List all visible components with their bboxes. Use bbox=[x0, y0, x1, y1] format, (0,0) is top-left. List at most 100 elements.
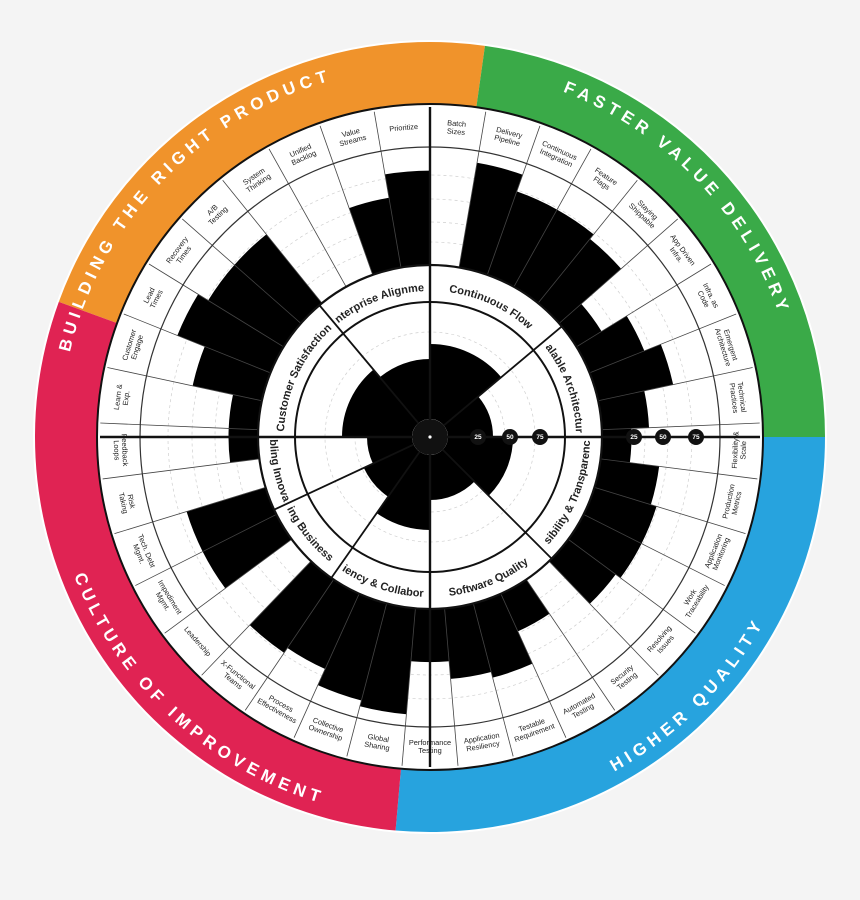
outer-label: GlobalSharing bbox=[364, 731, 392, 752]
outer-bar bbox=[538, 238, 622, 324]
outer-spoke bbox=[444, 608, 459, 766]
outer-label: RiskTaking bbox=[117, 490, 138, 515]
outer-bar bbox=[359, 603, 416, 715]
outer-spoke bbox=[558, 218, 678, 324]
outer-bar bbox=[444, 603, 492, 679]
outer-bar bbox=[500, 579, 550, 632]
outer-bar bbox=[228, 394, 262, 430]
outer-spoke bbox=[346, 603, 388, 757]
outer-spoke bbox=[568, 538, 696, 634]
outer-spoke bbox=[589, 313, 737, 374]
outer-spoke bbox=[500, 593, 567, 738]
outer-spoke bbox=[135, 514, 277, 586]
outer-bar bbox=[208, 264, 301, 347]
quadrant-band-building bbox=[58, 41, 485, 324]
middle-bar bbox=[442, 437, 513, 496]
outer-bar bbox=[513, 209, 594, 304]
outer-spoke bbox=[401, 608, 416, 766]
outer-spoke bbox=[293, 593, 360, 738]
outer-label: TechnicalPractices bbox=[728, 381, 749, 414]
quadrant-band-faster bbox=[476, 45, 825, 437]
outer-bar bbox=[487, 191, 558, 287]
middle-bar bbox=[430, 344, 502, 426]
outer-spoke bbox=[537, 179, 638, 304]
middle-bar bbox=[363, 444, 420, 497]
middle-bar bbox=[376, 451, 430, 530]
outer-spoke bbox=[458, 111, 487, 268]
outer-spoke bbox=[182, 218, 302, 324]
scale-tick-badge bbox=[502, 429, 518, 445]
outer-bar bbox=[177, 294, 284, 373]
middle-spoke bbox=[273, 443, 415, 511]
middle-bar bbox=[430, 449, 475, 500]
outer-spoke bbox=[525, 579, 616, 711]
outer-label: FeedbackLoops bbox=[112, 434, 131, 467]
outer-spoke bbox=[222, 179, 323, 304]
middle-bar bbox=[379, 359, 430, 424]
wheel-center: 25 50 75 25 50 75 bbox=[100, 107, 760, 767]
middle-spoke bbox=[442, 449, 553, 560]
middle-bar bbox=[443, 396, 493, 437]
outer-spoke bbox=[598, 367, 753, 402]
outer-bar bbox=[594, 458, 660, 505]
scale-tick-badge bbox=[470, 429, 486, 445]
outer-bar bbox=[234, 234, 322, 324]
middle-spoke bbox=[318, 304, 420, 424]
outer-bar bbox=[473, 593, 533, 678]
quadrant-band-quality bbox=[395, 437, 825, 832]
scale-tick-label: 75 bbox=[536, 434, 544, 441]
outer-spoke bbox=[268, 148, 347, 288]
middle-spoke bbox=[443, 325, 563, 427]
outer-spoke bbox=[583, 514, 725, 586]
outer-bar bbox=[384, 170, 430, 268]
outer-spoke bbox=[472, 603, 514, 757]
outer-spoke bbox=[601, 422, 760, 431]
outer-spoke bbox=[201, 560, 312, 676]
outer-bar bbox=[186, 487, 277, 552]
outer-spoke bbox=[486, 125, 541, 275]
center-dot bbox=[428, 435, 432, 439]
outer-bar bbox=[287, 579, 360, 669]
outer-bar bbox=[202, 514, 292, 589]
scale-tick-badge bbox=[655, 429, 671, 445]
outer-label: Learn &Exp. bbox=[112, 384, 132, 412]
outer-spoke bbox=[319, 125, 374, 275]
outer-label: Prioritize bbox=[389, 122, 418, 133]
outer-spoke bbox=[244, 579, 335, 711]
outer-spoke bbox=[373, 111, 402, 268]
middle-bar bbox=[367, 437, 414, 464]
outer-bar bbox=[589, 344, 674, 401]
scale-tick-badge bbox=[626, 429, 642, 445]
outer-bar bbox=[317, 593, 387, 701]
scale-tick-badge bbox=[688, 429, 704, 445]
outer-label: Flexibility &Scale bbox=[730, 431, 749, 469]
scale-tick-label: 50 bbox=[506, 434, 514, 441]
outer-bar bbox=[576, 315, 645, 373]
outer-label: BatchSizes bbox=[446, 118, 466, 137]
outer-spoke bbox=[100, 422, 259, 431]
outer-spoke bbox=[548, 560, 659, 676]
outer-bar bbox=[192, 346, 271, 401]
outer-bar bbox=[349, 197, 401, 275]
outer-spoke bbox=[600, 458, 758, 480]
outer-bar bbox=[228, 428, 260, 463]
middle-bar bbox=[342, 369, 419, 437]
scale-tick-badge bbox=[532, 429, 548, 445]
scale-tick-label: 75 bbox=[692, 434, 700, 441]
outer-spoke bbox=[114, 486, 266, 535]
middle-spoke bbox=[330, 451, 421, 579]
outer-spoke bbox=[107, 367, 262, 402]
outer-bar bbox=[459, 162, 523, 275]
outer-spoke bbox=[164, 538, 292, 634]
outer-spoke bbox=[123, 313, 271, 374]
outer-spoke bbox=[102, 458, 260, 480]
outer-bar bbox=[249, 561, 334, 653]
outer-spoke bbox=[594, 486, 746, 535]
outer-spoke bbox=[576, 263, 712, 348]
quadrant-band-culture bbox=[34, 301, 401, 831]
outer-spoke bbox=[513, 148, 592, 288]
outer-bar bbox=[598, 390, 650, 430]
scale-tick-label: 25 bbox=[474, 434, 482, 441]
scale-tick-label: 50 bbox=[659, 434, 667, 441]
